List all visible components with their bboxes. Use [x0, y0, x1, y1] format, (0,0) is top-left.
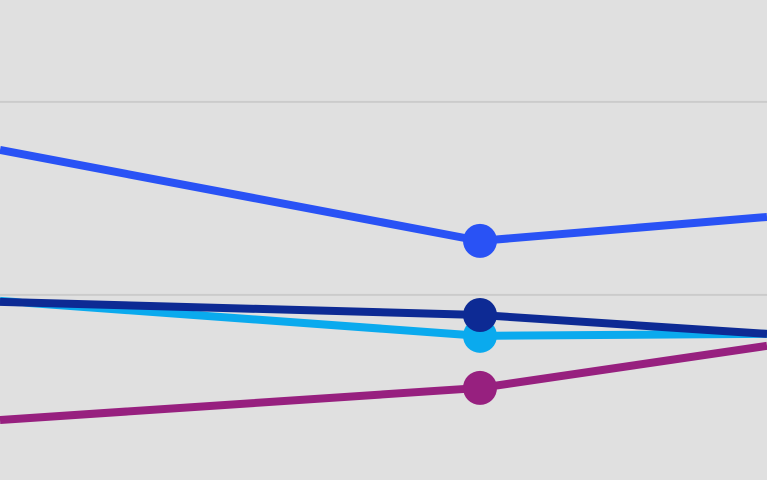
- data-point: [463, 297, 497, 332]
- data-point: [463, 223, 497, 258]
- series-line: [0, 341, 767, 424]
- series-line: [0, 146, 767, 245]
- data-point: [463, 370, 497, 405]
